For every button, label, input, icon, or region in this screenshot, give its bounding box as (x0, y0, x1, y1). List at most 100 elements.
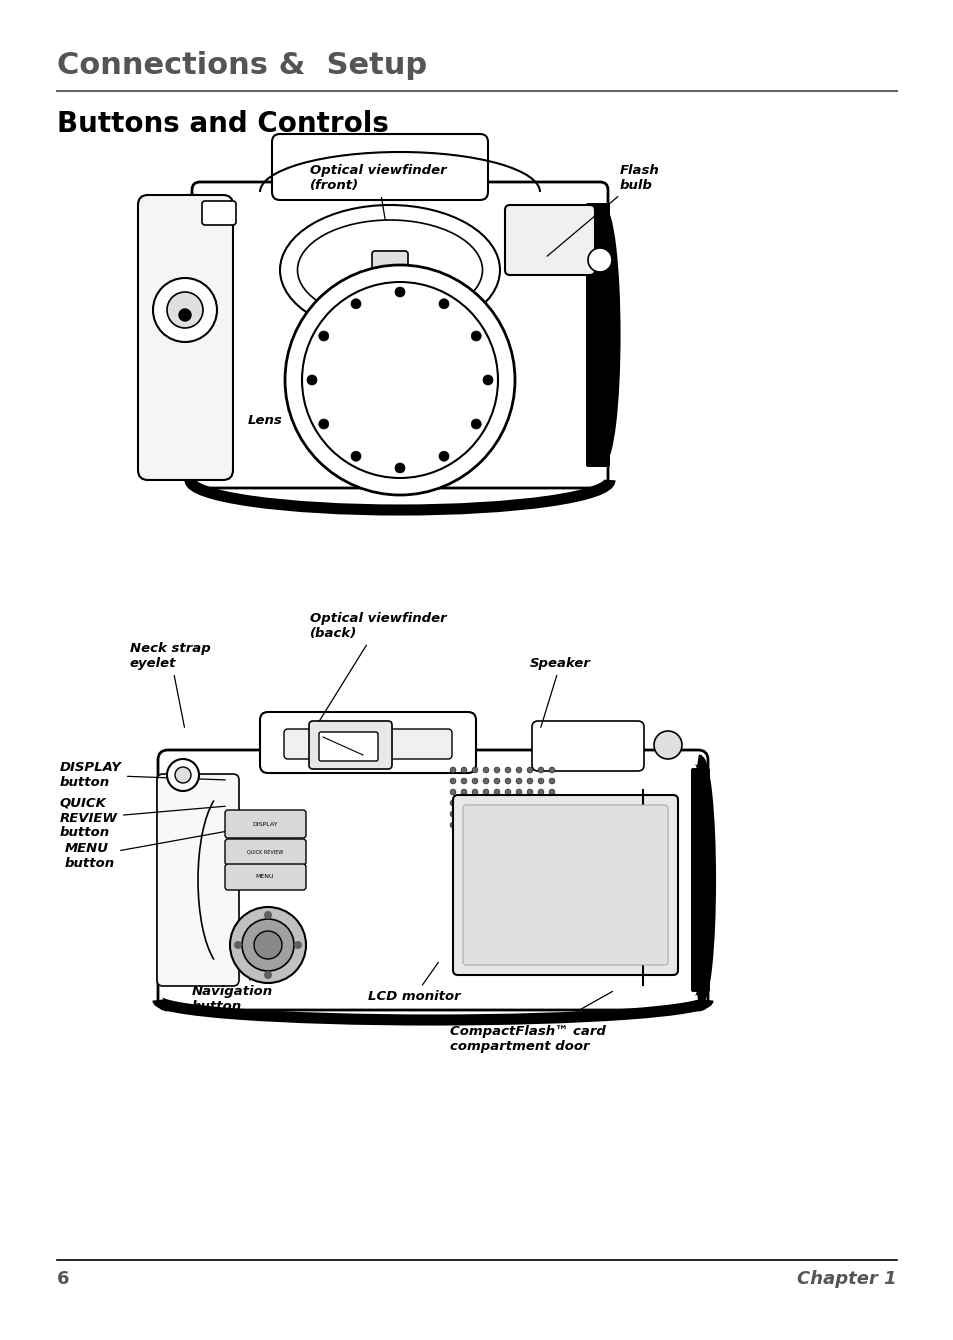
Circle shape (450, 800, 456, 805)
FancyBboxPatch shape (453, 795, 678, 976)
Ellipse shape (297, 220, 482, 320)
Circle shape (494, 766, 499, 773)
Circle shape (167, 292, 203, 328)
Circle shape (460, 766, 467, 773)
Circle shape (395, 287, 405, 297)
Circle shape (494, 789, 499, 795)
Circle shape (537, 779, 543, 784)
Text: Buttons and Controls: Buttons and Controls (57, 110, 389, 138)
Circle shape (548, 800, 555, 805)
Circle shape (516, 811, 521, 817)
Circle shape (516, 779, 521, 784)
Circle shape (482, 811, 489, 817)
Circle shape (482, 779, 489, 784)
Circle shape (526, 766, 533, 773)
Circle shape (548, 789, 555, 795)
FancyBboxPatch shape (157, 775, 239, 986)
Circle shape (460, 811, 467, 817)
Circle shape (537, 789, 543, 795)
Circle shape (516, 789, 521, 795)
Circle shape (450, 821, 456, 828)
Circle shape (472, 789, 477, 795)
Circle shape (472, 800, 477, 805)
Circle shape (450, 789, 456, 795)
Circle shape (361, 342, 437, 418)
Circle shape (494, 811, 499, 817)
Text: Optical viewfinder
(front): Optical viewfinder (front) (310, 163, 446, 307)
Circle shape (233, 941, 242, 949)
Circle shape (377, 358, 421, 402)
Circle shape (526, 800, 533, 805)
FancyBboxPatch shape (225, 809, 306, 838)
Text: MENU
button: MENU button (65, 832, 225, 870)
Circle shape (179, 310, 191, 322)
Circle shape (548, 821, 555, 828)
Circle shape (174, 766, 191, 783)
Text: Speaker: Speaker (530, 657, 590, 728)
Circle shape (471, 419, 480, 429)
Circle shape (587, 248, 612, 272)
Circle shape (438, 452, 449, 461)
FancyBboxPatch shape (138, 196, 233, 480)
Circle shape (482, 800, 489, 805)
Circle shape (318, 331, 329, 340)
FancyBboxPatch shape (309, 721, 392, 769)
Circle shape (504, 800, 511, 805)
FancyBboxPatch shape (202, 201, 235, 225)
Circle shape (504, 779, 511, 784)
Text: Navigation
button: Navigation button (192, 962, 273, 1013)
Text: Lens: Lens (248, 397, 322, 426)
Text: Flash
bulb: Flash bulb (547, 163, 659, 256)
Text: DISPLAY: DISPLAY (252, 821, 277, 827)
FancyBboxPatch shape (462, 805, 667, 965)
Circle shape (504, 766, 511, 773)
Circle shape (264, 911, 272, 919)
Circle shape (264, 972, 272, 980)
Circle shape (516, 766, 521, 773)
Circle shape (302, 281, 497, 478)
Text: LCD monitor: LCD monitor (368, 962, 460, 1004)
Circle shape (482, 766, 489, 773)
Circle shape (482, 789, 489, 795)
Circle shape (167, 758, 199, 791)
FancyBboxPatch shape (690, 768, 709, 992)
Circle shape (548, 779, 555, 784)
Circle shape (526, 811, 533, 817)
Circle shape (516, 800, 521, 805)
Circle shape (472, 766, 477, 773)
Circle shape (472, 811, 477, 817)
Circle shape (351, 452, 360, 461)
Text: Self-timer indicator: Self-timer indicator (348, 414, 493, 465)
Circle shape (285, 265, 515, 494)
Circle shape (318, 419, 329, 429)
FancyBboxPatch shape (158, 750, 707, 1010)
FancyBboxPatch shape (192, 182, 607, 488)
Circle shape (253, 931, 282, 959)
Circle shape (526, 779, 533, 784)
FancyBboxPatch shape (272, 134, 488, 200)
Circle shape (450, 766, 456, 773)
Circle shape (307, 375, 316, 385)
FancyBboxPatch shape (284, 729, 452, 758)
Circle shape (537, 821, 543, 828)
Circle shape (450, 811, 456, 817)
Text: DISPLAY
button: DISPLAY button (60, 761, 225, 789)
Circle shape (152, 277, 216, 342)
Circle shape (460, 789, 467, 795)
FancyBboxPatch shape (585, 202, 609, 468)
FancyBboxPatch shape (225, 864, 306, 890)
Text: 6: 6 (57, 1270, 70, 1288)
Circle shape (242, 919, 294, 972)
Circle shape (482, 375, 493, 385)
Circle shape (230, 907, 306, 984)
Circle shape (482, 821, 489, 828)
Circle shape (504, 789, 511, 795)
FancyBboxPatch shape (532, 721, 643, 770)
FancyBboxPatch shape (318, 732, 377, 761)
FancyBboxPatch shape (372, 251, 408, 295)
Circle shape (537, 811, 543, 817)
Text: CompactFlash™ card
compartment door: CompactFlash™ card compartment door (450, 992, 612, 1053)
FancyBboxPatch shape (361, 457, 422, 481)
Circle shape (537, 766, 543, 773)
Text: MENU: MENU (255, 875, 274, 879)
